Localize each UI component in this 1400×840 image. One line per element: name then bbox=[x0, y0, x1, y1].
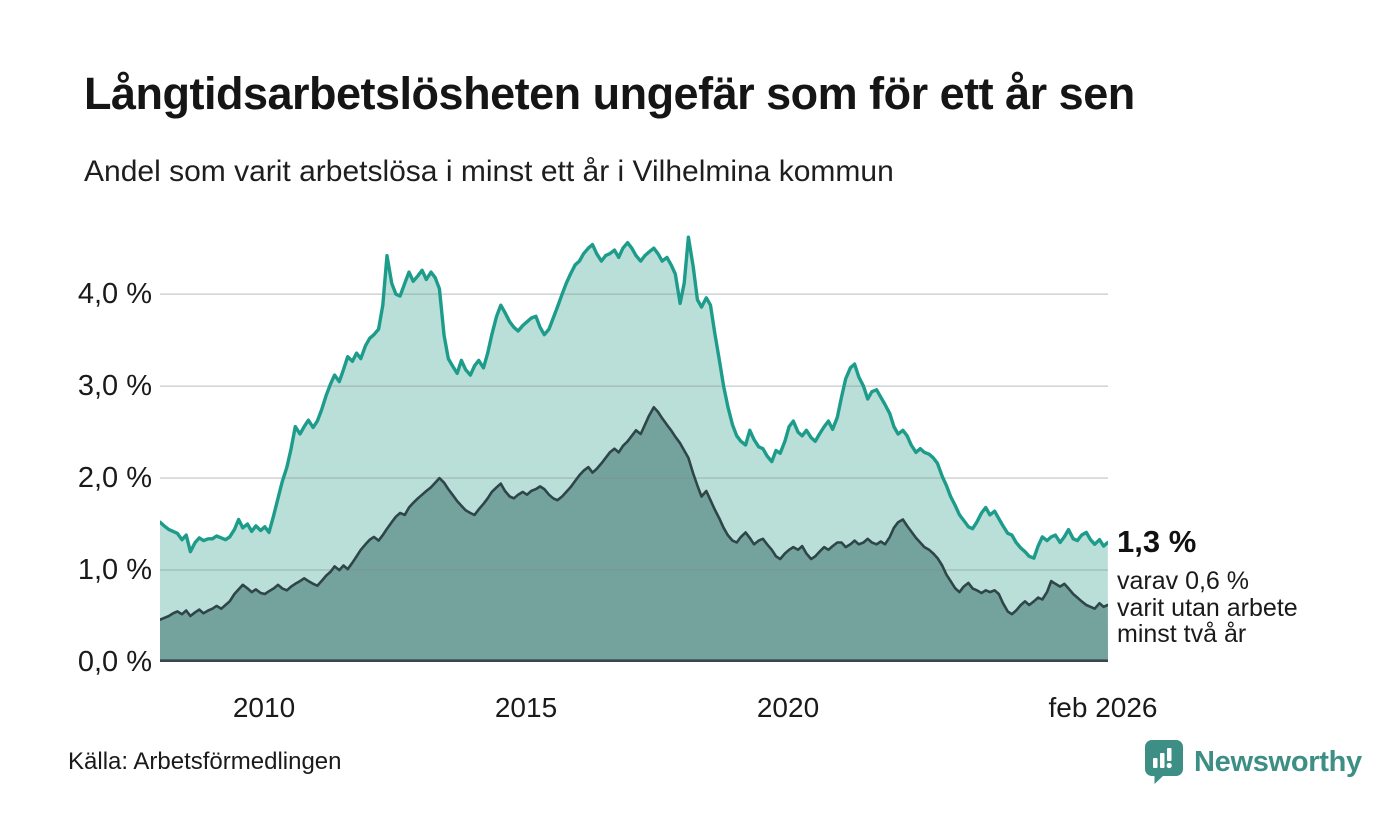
series-line bbox=[160, 406, 1108, 622]
x-tick-2015: 2015 bbox=[494, 692, 558, 723]
y-tick-1: 1,0 % bbox=[77, 554, 152, 586]
area-chart-plot bbox=[160, 235, 1108, 663]
latest-value-annotation: 1,3 % varav 0,6 % varit utan arbete mins… bbox=[1117, 524, 1387, 648]
series-line bbox=[160, 235, 1108, 560]
x-tick-2010: 2010 bbox=[232, 692, 296, 723]
page-subtitle: Andel som varit arbetslösa i minst ett å… bbox=[84, 155, 894, 188]
y-tick-2: 2,0 % bbox=[77, 462, 152, 494]
x-tick-2020: 2020 bbox=[756, 692, 820, 723]
y-tick-3: 3,0 % bbox=[77, 370, 152, 402]
annotation-detail-line: minst två år bbox=[1117, 620, 1247, 648]
area-fill bbox=[160, 407, 1108, 662]
newsworthy-logo: Newsworthy bbox=[1144, 739, 1362, 785]
annotation-detail-line: varav 0,6 % bbox=[1117, 567, 1250, 595]
latest-value-label: 1,3 % bbox=[1117, 524, 1197, 559]
x-tick-feb-2026: feb 2026 bbox=[1048, 692, 1158, 723]
annotation-detail: varav 0,6 % varit utan arbete minst två … bbox=[1117, 568, 1387, 648]
newsworthy-wordmark: Newsworthy bbox=[1194, 745, 1362, 778]
y-tick-0: 0,0 % bbox=[77, 646, 152, 678]
page-title: Långtidsarbetslösheten ungefär som för e… bbox=[84, 68, 1135, 119]
source-note: Källa: Arbetsförmedlingen bbox=[68, 748, 342, 775]
newsworthy-bubble-icon bbox=[1145, 740, 1183, 784]
annotation-detail-line: varit utan arbete bbox=[1117, 593, 1298, 622]
y-tick-4: 4,0 % bbox=[77, 278, 152, 310]
